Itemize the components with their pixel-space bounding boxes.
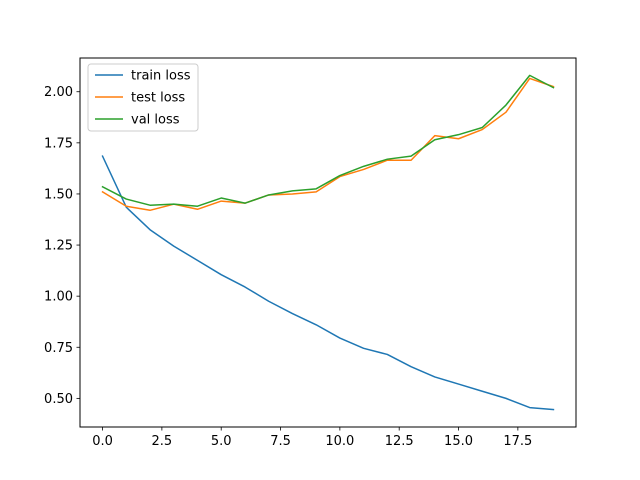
x-tick-label: 15.0 <box>444 434 473 449</box>
legend: train loss test loss val loss <box>87 63 199 132</box>
y-tick-label: 1.25 <box>44 239 73 254</box>
series-line-0 <box>101 155 555 411</box>
y-axis: 0.50 0.75 1.00 1.25 1.50 1.75 2.00 <box>44 85 80 407</box>
x-tick-label: 12.5 <box>385 434 414 449</box>
series-line-2 <box>101 74 555 207</box>
x-tick-label: 10.0 <box>325 434 354 449</box>
y-tick-label: 1.75 <box>44 136 73 151</box>
x-tick-label: 7.5 <box>270 434 291 449</box>
y-tick-label: 1.50 <box>44 187 73 202</box>
legend-label-0: train loss <box>131 69 191 84</box>
legend-label-1: test loss <box>131 91 185 106</box>
series-layer <box>101 74 555 411</box>
y-tick-label: 0.50 <box>44 392 73 407</box>
x-tick-label: 2.5 <box>152 434 173 449</box>
x-tick-label: 0.0 <box>92 434 113 449</box>
y-tick-label: 1.00 <box>44 290 73 305</box>
y-tick-label: 2.00 <box>44 85 73 100</box>
legend-box <box>87 63 199 132</box>
legend-label-2: val loss <box>131 113 180 128</box>
axes-frame <box>79 57 577 428</box>
x-axis: 0.0 2.5 5.0 7.5 10.0 12.5 15.0 17.5 <box>92 427 532 449</box>
x-tick-label: 17.5 <box>503 434 532 449</box>
x-tick-label: 5.0 <box>211 434 232 449</box>
y-tick-label: 0.75 <box>44 341 73 356</box>
